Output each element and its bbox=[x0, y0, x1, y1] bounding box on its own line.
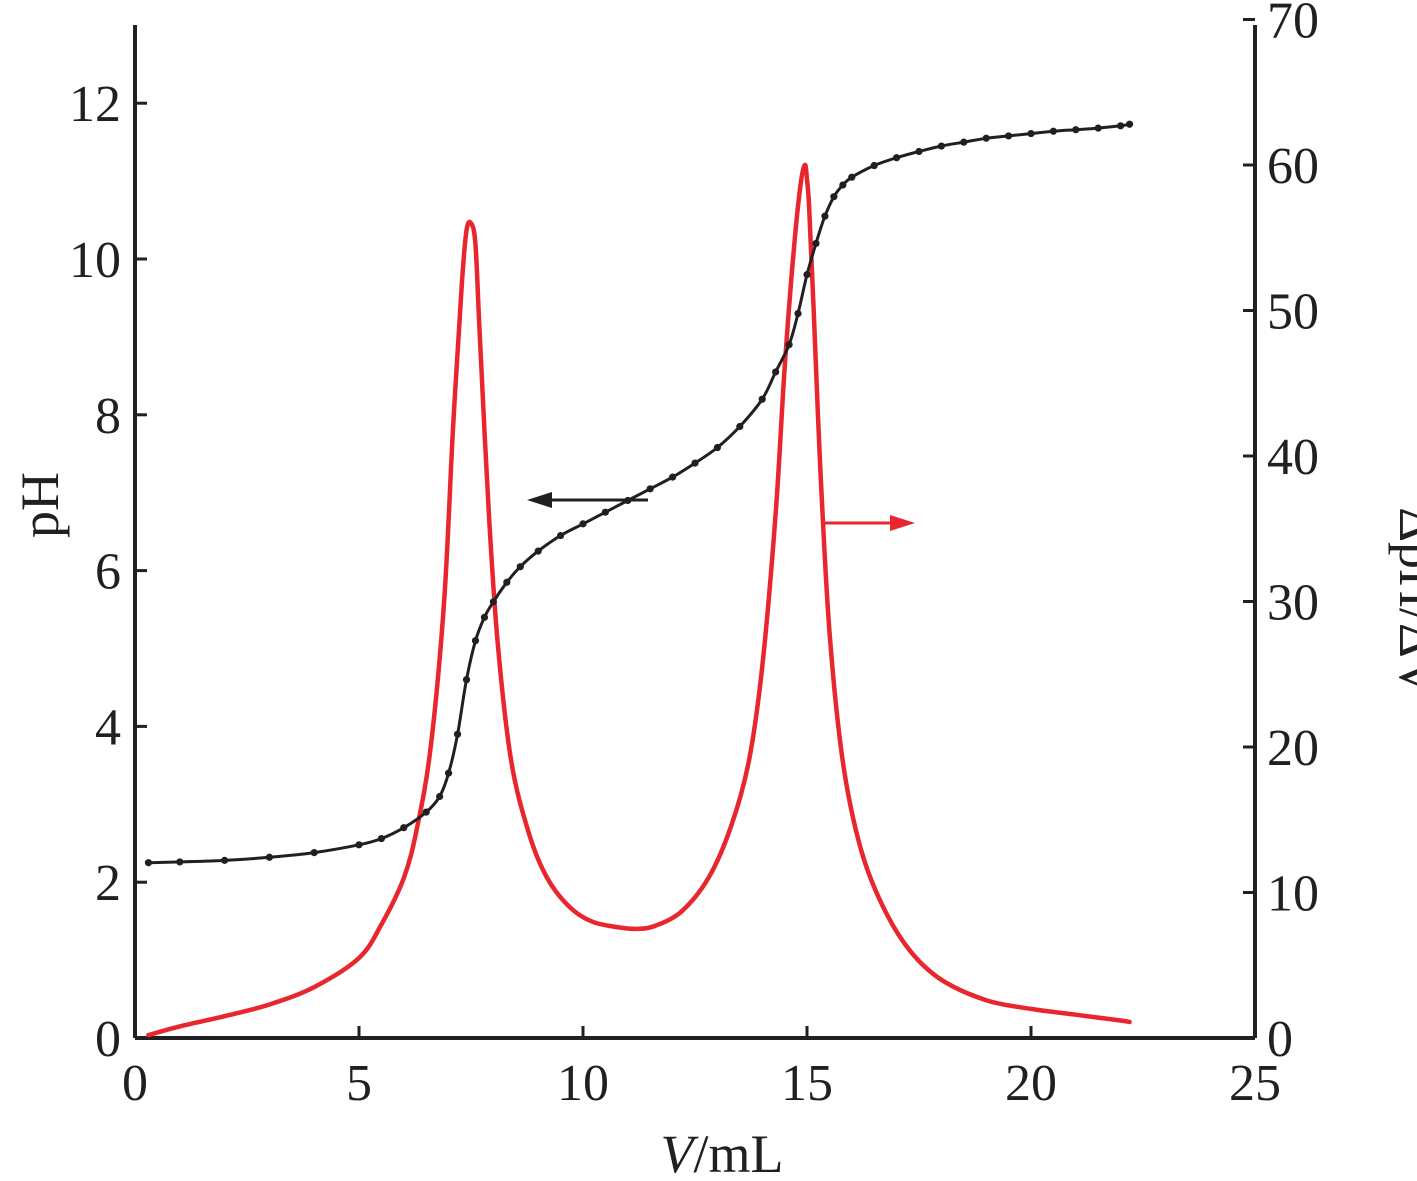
ph-series bbox=[144, 120, 1134, 867]
ph-data-point bbox=[1049, 127, 1057, 135]
x-tick-label: 25 bbox=[1229, 1055, 1281, 1112]
ph-data-point bbox=[794, 309, 802, 318]
y-right-tick-label: 30 bbox=[1267, 575, 1319, 632]
ph-data-point bbox=[848, 173, 856, 181]
x-tick-label: 15 bbox=[781, 1055, 833, 1112]
ph-data-point bbox=[471, 637, 480, 645]
ph-data-point bbox=[821, 212, 829, 220]
y-right-tick-label: 70 bbox=[1267, 0, 1319, 50]
y-axis-left-label: pH bbox=[10, 472, 70, 538]
ph-data-point bbox=[772, 368, 780, 376]
x-axis-label-var: V bbox=[661, 1124, 700, 1181]
ph-data-point bbox=[400, 824, 408, 832]
y-left-tick-label: 4 bbox=[95, 699, 121, 756]
ph-data-point bbox=[1005, 132, 1013, 140]
ph-data-point bbox=[516, 563, 524, 571]
ph-data-point bbox=[1125, 120, 1134, 128]
derivative-curve bbox=[146, 162, 1132, 1038]
ph-data-point bbox=[736, 422, 744, 431]
y-right-tick-label: 60 bbox=[1267, 138, 1319, 195]
ph-data-point bbox=[893, 154, 901, 162]
x-tick-label: 10 bbox=[557, 1055, 609, 1112]
ph-data-point bbox=[480, 613, 489, 621]
derivative-series bbox=[146, 162, 1132, 1038]
y-left-tick-label: 12 bbox=[69, 76, 121, 133]
derivative-axis-arrow-head bbox=[890, 515, 915, 531]
ph-data-point bbox=[489, 598, 497, 606]
ph-data-point bbox=[579, 520, 587, 528]
ph-data-point bbox=[144, 859, 153, 867]
ph-data-point bbox=[812, 239, 820, 248]
ph-data-point bbox=[1117, 122, 1125, 130]
ph-data-point bbox=[445, 769, 453, 777]
y-left-tick-label: 0 bbox=[95, 1011, 121, 1068]
axis-indicator-arrows bbox=[527, 492, 915, 531]
y-left-tick-label: 6 bbox=[95, 544, 121, 601]
ph-data-point bbox=[422, 808, 430, 816]
ph-data-point bbox=[601, 508, 610, 516]
ph-data-point bbox=[534, 547, 542, 555]
y-right-tick-label: 20 bbox=[1267, 720, 1319, 777]
ph-data-point bbox=[503, 578, 511, 586]
ph-data-point bbox=[355, 841, 363, 849]
ph-data-point bbox=[803, 270, 811, 279]
y-left-tick-label: 10 bbox=[69, 232, 121, 289]
y-right-tick-label: 0 bbox=[1267, 1011, 1293, 1068]
ph-data-point bbox=[377, 834, 385, 843]
y-left-tick-label: 2 bbox=[95, 855, 121, 912]
ph-data-point bbox=[453, 730, 462, 738]
ph-data-point bbox=[1072, 126, 1080, 134]
ph-data-point bbox=[1027, 129, 1035, 138]
ph-data-point bbox=[1094, 124, 1102, 132]
ph-data-point bbox=[691, 459, 699, 467]
ph-data-point bbox=[982, 134, 990, 142]
ph-data-point bbox=[436, 792, 444, 801]
y-right-tick-label: 50 bbox=[1267, 284, 1319, 341]
x-tick-label: 20 bbox=[1005, 1055, 1057, 1112]
ph-data-point bbox=[557, 531, 565, 540]
y-axis-right-label: ΔpH/ΔV bbox=[1388, 507, 1417, 696]
y-left-tick-label: 8 bbox=[95, 388, 121, 445]
ph-data-point bbox=[669, 473, 677, 481]
ph-data-point bbox=[646, 485, 654, 493]
y-right-tick-label: 40 bbox=[1267, 429, 1319, 486]
ph-data-point bbox=[462, 676, 471, 684]
ph-data-point bbox=[915, 147, 923, 156]
y-right-tick-label: 10 bbox=[1267, 866, 1319, 923]
ph-data-point bbox=[785, 341, 793, 349]
x-tick-label: 0 bbox=[122, 1055, 148, 1112]
ph-data-point bbox=[176, 858, 184, 866]
x-axis-label: V/mL bbox=[661, 1124, 784, 1181]
ph-axis-arrow-head bbox=[527, 492, 552, 508]
ph-curve bbox=[148, 122, 1130, 865]
ph-data-point bbox=[310, 848, 318, 857]
ph-data-point bbox=[221, 856, 229, 864]
x-axis-label-unit: /mL bbox=[694, 1124, 784, 1181]
ph-data-point bbox=[937, 142, 946, 150]
ph-data-point bbox=[265, 853, 273, 861]
ph-data-point bbox=[960, 138, 968, 146]
ph-data-point bbox=[870, 161, 878, 170]
ph-data-point bbox=[830, 193, 838, 201]
ph-data-point bbox=[839, 181, 847, 189]
x-tick-label: 5 bbox=[346, 1055, 372, 1112]
ph-data-point bbox=[758, 395, 766, 403]
ph-data-point bbox=[713, 443, 722, 452]
